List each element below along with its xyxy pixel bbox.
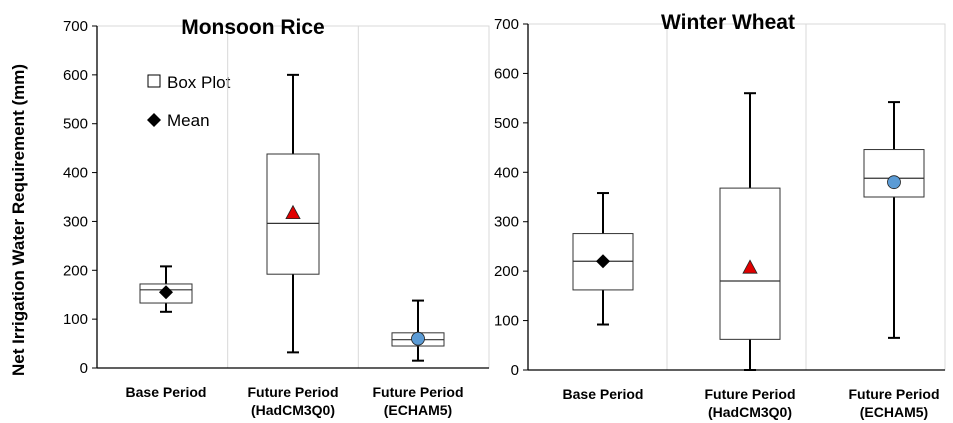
y-tick-label: 600: [63, 67, 88, 84]
mean-marker-circle: [887, 175, 901, 190]
y-tick-label: 400: [63, 165, 88, 182]
category-label-line2: (HadCM3Q0): [708, 404, 792, 420]
y-tick-label: 600: [494, 65, 519, 82]
legend-mean-label: Mean: [167, 111, 210, 130]
mean-marker-triangle: [285, 204, 301, 220]
box-plot: [391, 299, 445, 362]
category-label: Future Period: [247, 384, 338, 400]
y-tick-label: 400: [494, 164, 519, 181]
y-tick-label: 0: [511, 362, 519, 379]
y-tick-label: 700: [494, 16, 519, 33]
y-tick-label: 200: [494, 263, 519, 280]
chart-title: Monsoon Rice: [181, 16, 325, 39]
panel-monsoon-rice: 0 100 200 300 400 500 600 700 Monsoon Rice Base P…: [63, 16, 490, 418]
y-tick-label: 300: [494, 214, 519, 231]
y-tick-label: 300: [63, 213, 88, 230]
box-plot: [863, 101, 925, 339]
box-plot: [572, 192, 634, 326]
y-tick-label: 200: [63, 262, 88, 279]
y-tick-label: 500: [494, 115, 519, 132]
box-plot: [139, 265, 193, 313]
y-tick-label: 700: [63, 18, 88, 35]
category-label: Base Period: [563, 386, 644, 402]
legend-box-swatch: [147, 74, 161, 88]
category-label-line2: (ECHAM5): [384, 402, 452, 418]
legend-mean-swatch: [147, 113, 161, 127]
box-iqr: [863, 149, 925, 198]
box-plot: [719, 92, 781, 371]
category-label: Future Period: [848, 386, 939, 402]
category-label-line2: (HadCM3Q0): [251, 402, 335, 418]
category-label-line2: (ECHAM5): [860, 404, 928, 420]
category-label: Base Period: [126, 384, 207, 400]
category-label: Future Period: [372, 384, 463, 400]
y-tick-label: 500: [63, 116, 88, 133]
mean-marker-diamond: [596, 254, 610, 269]
box-plot: [266, 73, 320, 354]
legend: Box Plot Mean: [147, 73, 231, 130]
legend-box-label: Box Plot: [167, 73, 231, 92]
y-tick-label: 100: [494, 313, 519, 330]
chart-title: Winter Wheat: [661, 11, 795, 34]
category-label: Future Period: [704, 386, 795, 402]
mean-marker-triangle: [742, 259, 758, 274]
y-axis-label: Net Irrigation Water Requirement (mm): [9, 64, 28, 376]
mean-marker-circle: [411, 331, 425, 346]
panel-winter-wheat: 0 100 200 300 400 500 600 700 Winter Wheat Base P…: [494, 11, 946, 420]
y-tick-label: 100: [63, 311, 88, 328]
y-tick-label: 0: [80, 360, 88, 377]
mean-marker-diamond: [159, 285, 173, 300]
